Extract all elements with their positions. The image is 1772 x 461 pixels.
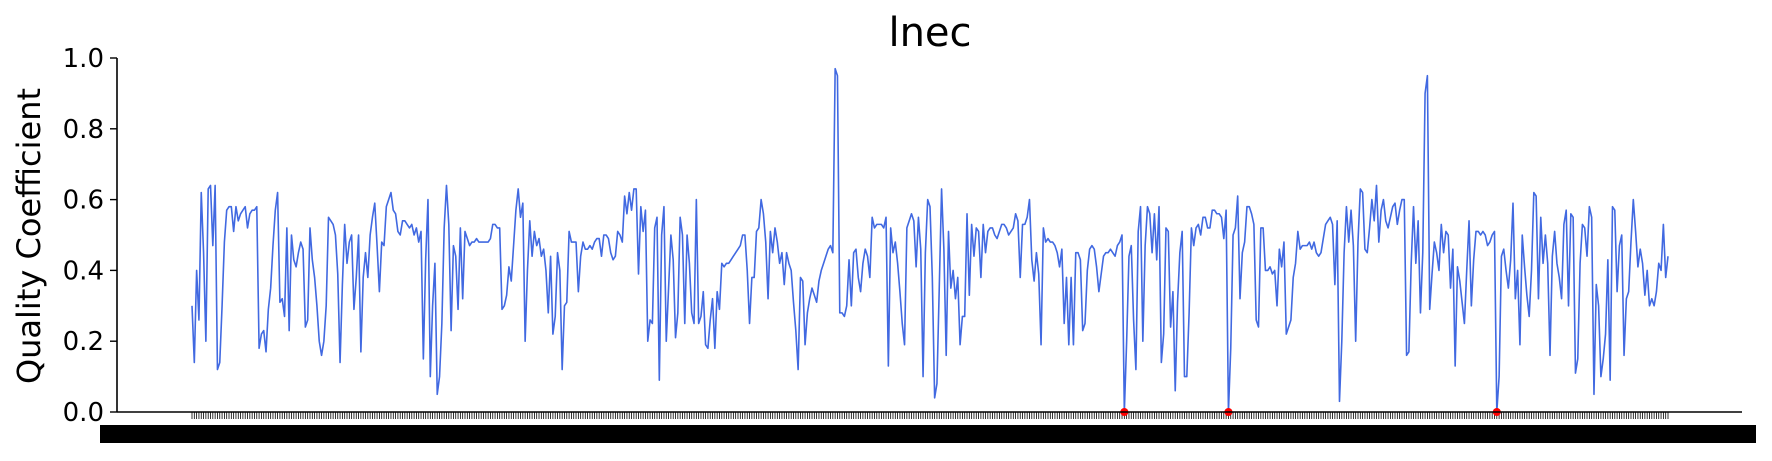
series-line	[191, 67, 1669, 413]
chart-title: lnec	[888, 10, 971, 56]
y-tick-label: 0.0	[63, 398, 104, 428]
y-tick-label: 0.4	[63, 256, 104, 286]
x-tick-labels-overlapped	[100, 425, 1756, 443]
y-tick-label: 1.0	[63, 44, 104, 74]
y-tick-label: 0.2	[63, 327, 104, 357]
y-axis-ticks: 0.0 0.2 0.4 0.6 0.8 1.0	[63, 44, 117, 428]
y-axis-label: Quality Coefficient	[10, 88, 48, 384]
x-axis-ticks	[100, 412, 1756, 443]
y-tick-label: 0.6	[63, 186, 104, 216]
y-tick-label: 0.8	[63, 115, 104, 145]
